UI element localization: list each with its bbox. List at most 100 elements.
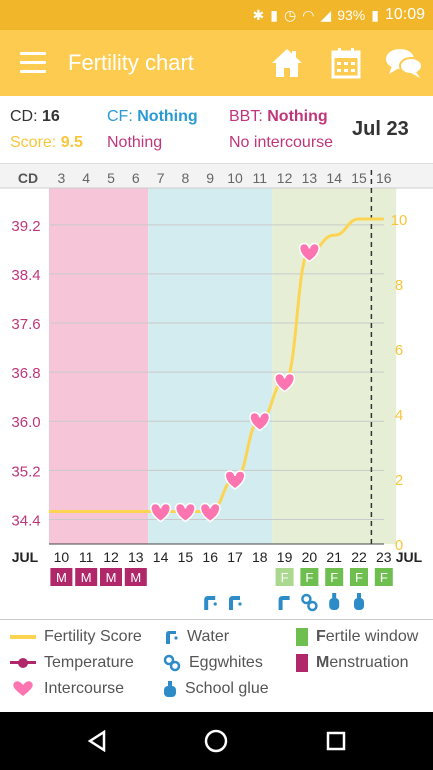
date-tick-label: 15: [178, 549, 194, 565]
temp-tick-label: 36.0: [11, 414, 40, 431]
date-tick-label: 21: [326, 549, 342, 565]
date-tick-label: 16: [202, 549, 218, 565]
cd-tick-label: 5: [107, 170, 115, 186]
phase-infertile: [148, 188, 273, 544]
bbt-sub: No intercourse: [229, 134, 334, 151]
legend-fertile-label: ertile window: [325, 628, 419, 645]
cd-tick-label: 16: [376, 170, 392, 186]
intercourse-heart: [274, 372, 296, 393]
phase-menstruation: [49, 188, 149, 544]
legend-mens-first: M: [316, 654, 330, 671]
score-tick-label: 2: [395, 472, 403, 489]
score-tick-label: 0: [395, 537, 403, 554]
cd-tick-label: 6: [132, 170, 140, 186]
back-icon[interactable]: [86, 730, 108, 752]
intercourse-heart: [224, 470, 246, 490]
legend-school-glue: School glue: [163, 680, 269, 698]
score-tick-label: 4: [395, 407, 403, 424]
menstruation-badge: [124, 568, 147, 586]
fertile-badge: [275, 568, 294, 586]
score-tick-label: 10: [391, 212, 408, 229]
score-line-icon: [10, 635, 36, 639]
school-glue-cap: [332, 593, 337, 598]
score-tick-label: 8: [395, 277, 403, 294]
date-tick-label: 12: [103, 549, 119, 565]
wifi-icon: ◠: [302, 6, 315, 23]
water-marker: [204, 596, 216, 610]
fertile-badge-label: F: [380, 570, 388, 585]
fertile-badge-label: F: [281, 570, 289, 585]
calendar-icon[interactable]: [329, 46, 363, 80]
battery-icon: ▮: [371, 6, 379, 23]
intercourse-heart: [174, 502, 196, 523]
legend-temperature: Temperature: [10, 654, 134, 672]
eggwhites-marker: [301, 593, 312, 605]
date-tick-label: 23: [376, 549, 392, 565]
menstruation-badge: [50, 568, 73, 586]
month-label-right: JUL: [396, 549, 423, 565]
cd-tick-label: 13: [302, 170, 318, 186]
menstruation-badge-label: M: [130, 570, 141, 585]
menstruation-badge: [100, 568, 122, 586]
fertility-score-line: [49, 217, 384, 513]
eggwhites-icon: [163, 654, 181, 672]
fertile-badge: [374, 568, 393, 586]
legend-score-label: Fertility Score: [44, 628, 142, 645]
heart-icon: [13, 681, 33, 696]
cf-sub: Nothing: [107, 134, 163, 151]
home-icon[interactable]: [270, 46, 304, 80]
cervical-fluid: CF: Nothing: [107, 108, 198, 126]
school-glue-marker: [354, 598, 364, 610]
phase-fertile: [272, 188, 397, 544]
temp-tick-label: 37.6: [11, 316, 40, 333]
cd-header: [0, 164, 433, 188]
status-icons: ✱ ▮ ◷ ◠ ◢ 93% ▮ 10:09: [253, 5, 425, 25]
intercourse-heart: [150, 502, 172, 523]
temp-tick-label: 35.2: [11, 463, 40, 480]
bbt-value: Nothing: [267, 108, 328, 125]
bbt-label: BBT:: [229, 108, 263, 125]
legend-intercourse: Intercourse: [10, 680, 124, 698]
cf-value: Nothing: [137, 108, 198, 125]
temp-tick-label: 36.8: [11, 365, 40, 382]
recents-icon[interactable]: [326, 731, 346, 751]
cd-tick-label: 11: [253, 170, 268, 186]
cd-header-label: CD: [18, 170, 38, 186]
temp-tick-label: 39.2: [11, 218, 40, 235]
intercourse-heart: [298, 242, 320, 263]
date-tick-label: 19: [277, 549, 293, 565]
fertile-badge-label: F: [305, 570, 313, 585]
legend-eggwhites-label: Eggwhites: [189, 654, 263, 671]
cycle-summary: CD: 16 Score: 9.5 CF: Nothing Nothing BB…: [0, 96, 433, 164]
menstruation-swatch: [296, 654, 308, 672]
date-tick-label: 18: [252, 549, 268, 565]
cd-tick-label: 3: [58, 170, 66, 186]
cd-tick-label: 9: [206, 170, 214, 186]
legend-water-label: Water: [187, 628, 230, 645]
menu-icon[interactable]: [20, 52, 46, 74]
date-tick-label: 10: [54, 549, 70, 565]
fertile-swatch: [296, 628, 308, 646]
cf-label: CF:: [107, 108, 133, 125]
chat-icon[interactable]: [384, 46, 424, 80]
legend-water: Water: [163, 628, 229, 646]
date-tick-label: 17: [227, 549, 243, 565]
temp-tick-label: 38.4: [11, 267, 40, 284]
menstruation-badge-label: M: [81, 570, 92, 585]
water-drop: [238, 602, 242, 606]
bbt: BBT: Nothing: [229, 108, 328, 126]
home-nav-icon[interactable]: [204, 729, 228, 753]
date-tick-label: 20: [302, 549, 318, 565]
menstruation-badge-label: M: [106, 570, 117, 585]
legend: Fertility Score Temperature Intercourse …: [0, 619, 433, 711]
cd-tick-label: 4: [82, 170, 90, 186]
cd-tick-label: 7: [157, 170, 165, 186]
legend-score: Fertility Score: [10, 628, 142, 646]
navigation-bar: [0, 712, 433, 770]
legend-fertile-first: F: [316, 628, 326, 645]
cd-value: 16: [42, 108, 60, 125]
date-tick-label: 14: [153, 549, 169, 565]
bluetooth-icon: ✱: [252, 6, 265, 23]
legend-intercourse-label: Intercourse: [44, 680, 125, 697]
